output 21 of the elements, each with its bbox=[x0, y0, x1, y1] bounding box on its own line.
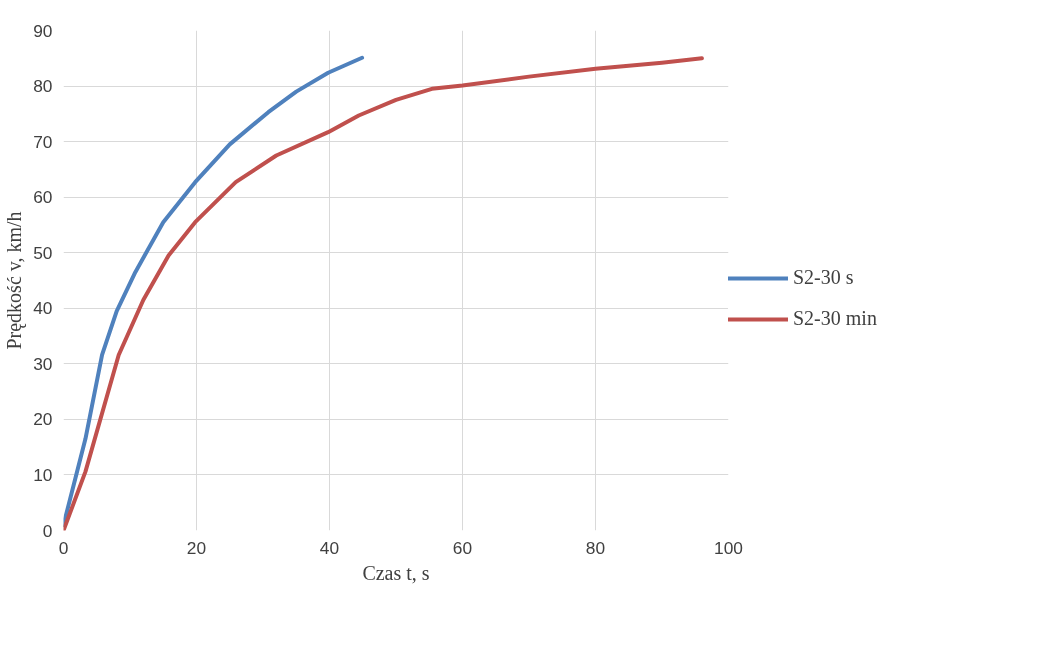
x-tick-label: 0 bbox=[58, 537, 69, 558]
y-tick-label: 70 bbox=[33, 131, 53, 152]
y-tick-label: 50 bbox=[33, 242, 53, 263]
x-tick-label: 40 bbox=[319, 537, 340, 558]
x-tick-label: 20 bbox=[186, 537, 207, 558]
x-tick-label: 60 bbox=[452, 537, 473, 558]
y-tick-label: 0 bbox=[42, 520, 53, 541]
y-tick-label: 90 bbox=[33, 20, 53, 41]
y-tick-label: 10 bbox=[33, 464, 53, 485]
y-tick-label: 30 bbox=[33, 353, 53, 374]
line-series bbox=[63, 56, 704, 531]
y-tick-label: 20 bbox=[33, 409, 53, 430]
legend-label: S2-30 s bbox=[793, 266, 854, 289]
x-axis-title: Czas t, s bbox=[362, 561, 430, 584]
y-axis-title: Prędkość v, km/h bbox=[3, 211, 27, 350]
x-tick-label: 80 bbox=[585, 537, 606, 558]
y-tick-label: 40 bbox=[33, 298, 53, 319]
legend-label: S2-30 min bbox=[793, 307, 877, 330]
x-tick-label: 100 bbox=[714, 537, 743, 558]
y-tick-label: 60 bbox=[33, 187, 53, 208]
y-tick-label: 80 bbox=[33, 76, 53, 97]
